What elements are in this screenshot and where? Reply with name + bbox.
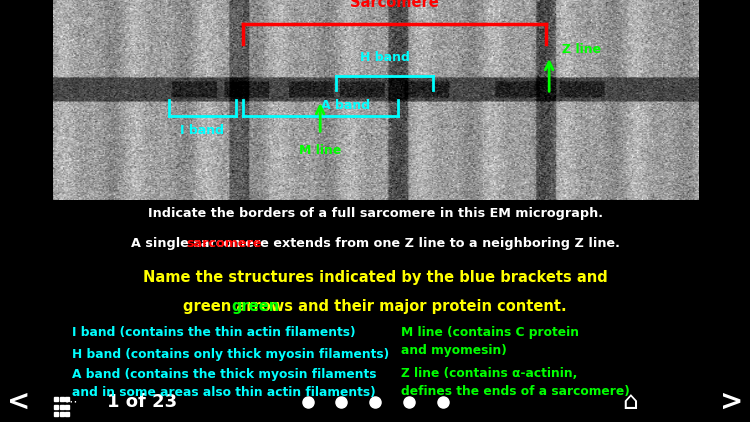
Text: Z line (contains α-actinin,: Z line (contains α-actinin, bbox=[400, 367, 578, 380]
Text: <: < bbox=[7, 387, 31, 416]
Text: ⌂: ⌂ bbox=[622, 390, 638, 414]
Text: Indicate the borders of a full sarcomere in this EM micrograph.: Indicate the borders of a full sarcomere… bbox=[148, 207, 602, 220]
Text: M line (contains C protein: M line (contains C protein bbox=[400, 326, 579, 339]
Text: A band: A band bbox=[322, 99, 370, 112]
Text: 1 of 23: 1 of 23 bbox=[107, 392, 178, 411]
Text: M line: M line bbox=[299, 144, 341, 157]
Text: defines the ends of a sarcomere): defines the ends of a sarcomere) bbox=[400, 385, 629, 398]
Text: A band (contains the thick myosin filaments: A band (contains the thick myosin filame… bbox=[72, 368, 376, 381]
Text: Z line: Z line bbox=[562, 43, 602, 56]
Text: sarcomere: sarcomere bbox=[186, 237, 262, 249]
Text: Name the structures indicated by the blue brackets and: Name the structures indicated by the blu… bbox=[142, 270, 608, 285]
Text: and myomesin): and myomesin) bbox=[400, 344, 506, 357]
Text: green: green bbox=[232, 299, 280, 314]
Text: I band: I band bbox=[181, 124, 224, 137]
Text: green arrows and their major protein content.: green arrows and their major protein con… bbox=[183, 299, 567, 314]
Text: A single sarcomere extends from one Z line to a neighboring Z line.: A single sarcomere extends from one Z li… bbox=[130, 237, 620, 249]
Text: and in some areas also thin actin filaments): and in some areas also thin actin filame… bbox=[72, 386, 376, 399]
Text: H band: H band bbox=[360, 51, 410, 64]
Text: >: > bbox=[719, 387, 743, 416]
Text: I band (contains the thin actin filaments): I band (contains the thin actin filament… bbox=[72, 326, 356, 339]
Text: Sarcomere: Sarcomere bbox=[350, 0, 439, 10]
Text: ⋯: ⋯ bbox=[65, 396, 77, 409]
Text: H band (contains only thick myosin filaments): H band (contains only thick myosin filam… bbox=[72, 348, 389, 361]
